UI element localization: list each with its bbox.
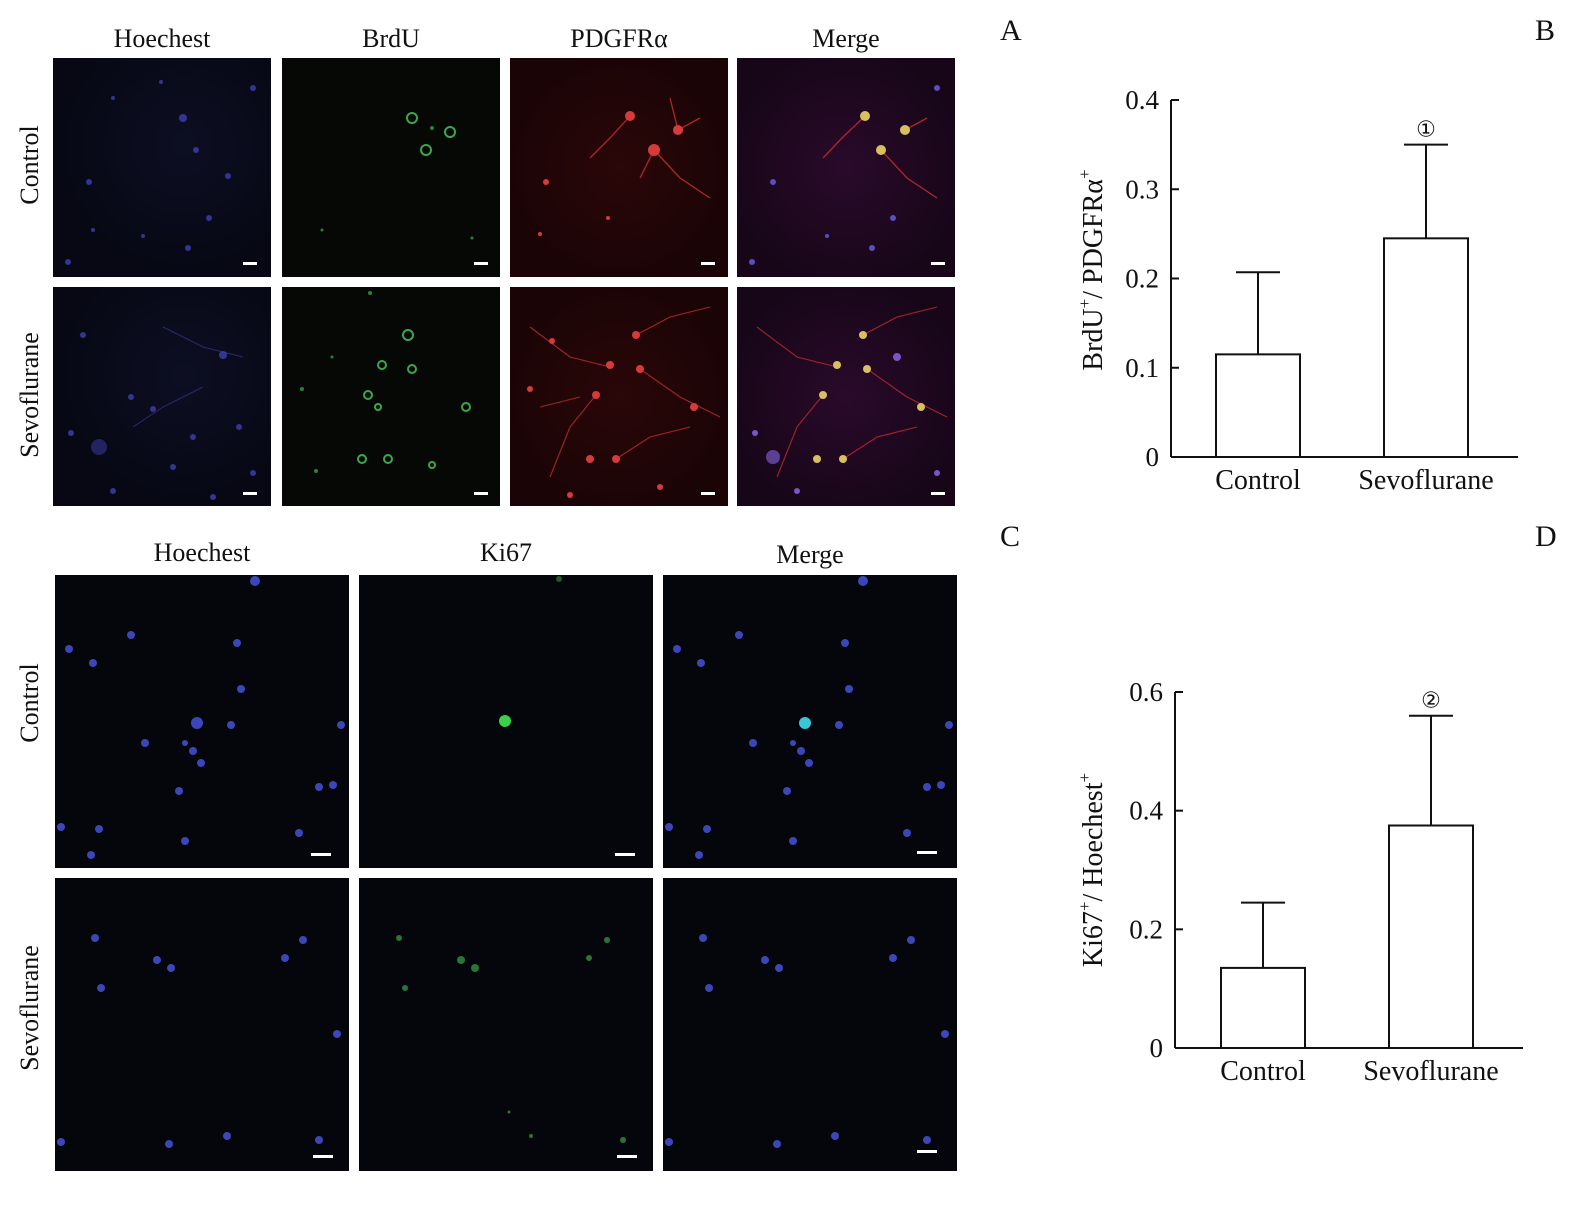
scale-bar bbox=[931, 262, 945, 265]
scale-bar bbox=[615, 853, 635, 856]
micrograph-control-pdgfra bbox=[510, 58, 728, 277]
bottom-col-head-hoechest: Hoechest bbox=[153, 538, 251, 567]
bottom-col-head-merge: Merge bbox=[776, 540, 844, 569]
y-axis-title-part: / Hoechest bbox=[1078, 782, 1109, 901]
y-tick-label: 0.1 bbox=[1125, 353, 1159, 383]
top-col-head-brdu: BrdU bbox=[362, 24, 420, 53]
top-row-head-control: Control bbox=[15, 125, 44, 205]
cells-overlay bbox=[499, 576, 562, 727]
micrograph-control-hoechest-ki67-set bbox=[55, 575, 349, 868]
panel-letter-d: D bbox=[1535, 520, 1557, 553]
scale-bar bbox=[474, 262, 488, 265]
micrograph-control-merge bbox=[737, 58, 955, 277]
cells-overlay bbox=[57, 576, 345, 859]
y-axis-title-part: + bbox=[1075, 901, 1094, 911]
cells-overlay bbox=[538, 97, 711, 236]
y-tick-label: 0.2 bbox=[1125, 264, 1159, 294]
y-tick-label: 0.3 bbox=[1125, 174, 1159, 204]
scale-bar bbox=[243, 262, 257, 265]
scale-bar bbox=[701, 492, 715, 495]
micrograph-sevoflurane-ki67 bbox=[359, 878, 653, 1171]
scale-bar bbox=[931, 492, 945, 495]
scale-bar bbox=[917, 1150, 937, 1153]
cells-overlay bbox=[665, 934, 949, 1148]
y-tick-label: 0.4 bbox=[1125, 85, 1159, 115]
y-tick-label: 0 bbox=[1150, 1033, 1164, 1063]
micrograph-sevoflurane-hoechest-ki67-set bbox=[55, 878, 349, 1171]
scale-bar bbox=[701, 262, 715, 265]
y-axis-title: BrdU+/ PDGFRα+ bbox=[1075, 169, 1109, 370]
panel-letter-c: C bbox=[1000, 520, 1021, 553]
cells-overlay bbox=[752, 306, 948, 494]
y-axis-title-part: + bbox=[1075, 299, 1094, 309]
scale-bar bbox=[243, 492, 257, 495]
x-category-label: Sevoflurane bbox=[1363, 1056, 1498, 1087]
x-category-label: Control bbox=[1220, 1056, 1306, 1087]
y-axis-title-part: + bbox=[1075, 773, 1094, 783]
svg-text:BrdU+/ PDGFRα+: BrdU+/ PDGFRα+ bbox=[1075, 169, 1109, 370]
micrograph-sevoflurane-ki67-merge bbox=[663, 878, 957, 1171]
bar bbox=[1215, 353, 1301, 458]
y-axis-title-part: / PDGFRα bbox=[1078, 179, 1109, 299]
x-category-label: Control bbox=[1215, 465, 1301, 496]
y-tick-label: 0.2 bbox=[1129, 914, 1163, 944]
micrograph-sevoflurane-hoechest bbox=[53, 287, 271, 506]
significance-marker: ① bbox=[1416, 117, 1436, 142]
panel-letter-b: B bbox=[1535, 14, 1556, 47]
micrograph-sevoflurane-brdu bbox=[282, 287, 500, 506]
micrograph-control-brdu bbox=[282, 58, 500, 277]
significance-marker: ② bbox=[1421, 688, 1441, 713]
y-axis-title-part: + bbox=[1075, 169, 1094, 179]
cells-overlay bbox=[527, 306, 721, 498]
top-row-head-sevoflurane: Sevoflurane bbox=[15, 332, 44, 458]
cells-overlay bbox=[300, 291, 471, 473]
micrograph-sevoflurane-pdgfra bbox=[510, 287, 728, 506]
scale-bar bbox=[917, 851, 937, 854]
micrograph-control-ki67-merge bbox=[663, 575, 957, 868]
cells-overlay bbox=[665, 576, 953, 859]
cells-overlay bbox=[396, 935, 626, 1143]
bar bbox=[1220, 966, 1306, 1049]
cells-overlay bbox=[57, 934, 341, 1148]
y-axis-title-part: BrdU bbox=[1078, 308, 1109, 370]
bottom-row-head-control: Control bbox=[15, 663, 44, 743]
y-axis-title: Ki67+/ Hoechest+ bbox=[1075, 773, 1109, 967]
x-category-label: Sevoflurane bbox=[1358, 465, 1493, 496]
scale-bar bbox=[474, 492, 488, 495]
scale-bar bbox=[311, 853, 331, 856]
bottom-col-head-ki67: Ki67 bbox=[480, 538, 532, 567]
cells-overlay bbox=[320, 112, 474, 240]
micrograph-sevoflurane-merge bbox=[737, 287, 955, 506]
top-col-head-hoechest: Hoechest bbox=[113, 24, 211, 53]
y-tick-label: 0.4 bbox=[1129, 796, 1163, 826]
y-tick-label: 0.6 bbox=[1129, 677, 1163, 707]
scale-bar bbox=[313, 1155, 333, 1158]
bottom-row-head-sevoflurane: Sevoflurane bbox=[15, 945, 44, 1071]
top-col-head-merge: Merge bbox=[812, 24, 880, 53]
y-tick-label: 0 bbox=[1146, 442, 1160, 472]
y-axis-title-part: Ki67 bbox=[1078, 911, 1109, 967]
svg-text:Ki67+/ Hoechest+: Ki67+/ Hoechest+ bbox=[1075, 773, 1109, 967]
micrograph-control-hoechest bbox=[53, 58, 271, 277]
bar bbox=[1383, 237, 1469, 458]
micrograph-control-ki67 bbox=[359, 575, 653, 868]
panel-letter-a: A bbox=[1000, 14, 1022, 47]
top-col-head-pdgfra: PDGFRα bbox=[570, 24, 668, 53]
cells-overlay bbox=[749, 85, 940, 265]
scale-bar bbox=[617, 1155, 637, 1158]
bar bbox=[1388, 824, 1474, 1049]
cells-overlay bbox=[68, 326, 256, 500]
cells-overlay bbox=[65, 80, 256, 265]
